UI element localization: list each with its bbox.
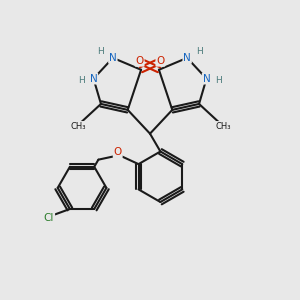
Text: CH₃: CH₃ <box>71 122 86 131</box>
Text: Cl: Cl <box>44 213 54 223</box>
Text: O: O <box>136 56 144 66</box>
Text: H: H <box>98 47 104 56</box>
Text: CH₃: CH₃ <box>215 122 231 131</box>
Text: H: H <box>216 76 222 85</box>
Text: H: H <box>196 47 202 56</box>
Text: N: N <box>202 74 210 84</box>
Text: N: N <box>90 74 98 84</box>
Text: O: O <box>114 147 122 157</box>
Text: O: O <box>156 56 164 66</box>
Text: N: N <box>109 53 117 63</box>
Text: H: H <box>78 76 84 85</box>
Text: N: N <box>183 53 191 63</box>
